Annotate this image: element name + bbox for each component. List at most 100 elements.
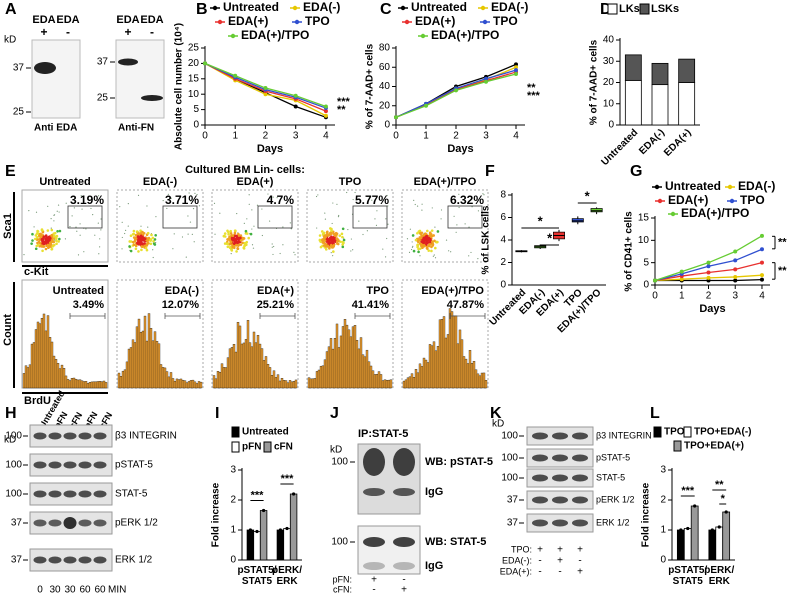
event-dot	[434, 246, 437, 250]
event-dot	[414, 238, 418, 242]
event-dot	[235, 234, 238, 238]
histogram-bar	[222, 367, 226, 389]
event-dot	[196, 194, 198, 196]
histogram-bar	[179, 378, 183, 389]
data-point	[706, 260, 711, 265]
event-dot	[322, 231, 326, 235]
histogram-bar	[480, 372, 484, 389]
histogram-bar	[408, 376, 412, 389]
histogram-bar	[424, 359, 428, 389]
histogram-bar	[307, 377, 311, 389]
label: EDA	[140, 14, 163, 26]
histogram-bar	[404, 379, 408, 389]
histogram-bar	[442, 316, 446, 389]
histogram-bar	[363, 356, 367, 389]
event-dot	[170, 197, 172, 199]
replicate-dot	[292, 492, 296, 496]
event-dot	[436, 230, 440, 233]
event-dot	[332, 255, 334, 257]
label: 100	[5, 431, 22, 442]
event-dot	[483, 194, 485, 196]
event-dot	[352, 249, 354, 251]
event-dot	[445, 239, 448, 241]
legend-label: TPO	[305, 14, 330, 28]
event-dot	[40, 237, 44, 241]
event-dot	[140, 248, 143, 252]
label: TPO:	[511, 544, 532, 554]
event-dot	[247, 236, 251, 240]
event-dot	[431, 207, 433, 209]
event-dot	[97, 222, 99, 224]
data-point	[454, 88, 458, 93]
replicate-dot	[278, 528, 282, 532]
histogram-bar	[232, 344, 236, 389]
event-dot	[64, 238, 67, 240]
event-dot	[413, 199, 415, 201]
y-tick-label: 6	[500, 212, 506, 223]
histogram-bar	[412, 377, 416, 389]
histogram-bar	[345, 324, 349, 389]
band	[572, 519, 588, 527]
event-dot	[144, 246, 148, 250]
event-dot	[249, 232, 253, 236]
histogram-bar	[402, 380, 406, 389]
event-dot	[47, 246, 50, 249]
event-dot	[213, 202, 216, 204]
x-tick-label: 0	[652, 291, 658, 302]
label: kD	[4, 35, 16, 46]
event-dot	[426, 229, 429, 233]
data-point	[706, 264, 711, 269]
event-dot	[192, 208, 195, 210]
data-point	[706, 270, 711, 275]
label: -	[402, 575, 405, 586]
histogram-bar	[484, 380, 488, 389]
histogram-bar	[464, 358, 468, 389]
event-dot	[139, 229, 142, 233]
event-dot	[58, 211, 60, 213]
event-dot	[433, 239, 436, 243]
event-dot	[52, 234, 56, 238]
bar-segment	[651, 62, 669, 86]
event-dot	[239, 243, 243, 246]
event-dot	[134, 247, 138, 251]
event-dot	[428, 231, 432, 235]
event-dot	[30, 242, 33, 245]
event-dot	[99, 238, 101, 240]
legend-marker	[230, 33, 236, 39]
label: Sca1	[2, 213, 14, 239]
label: -	[578, 556, 581, 567]
label: 47.87%	[447, 299, 485, 311]
event-dot	[134, 244, 138, 248]
event-dot	[235, 241, 239, 245]
label: IP:STAT-5	[358, 428, 408, 440]
histogram-bar	[104, 382, 108, 389]
label: ERK 1/2	[115, 555, 153, 566]
event-dot	[143, 237, 147, 241]
data-point	[263, 92, 268, 97]
event-dot	[425, 235, 429, 239]
histogram-bar	[367, 361, 371, 389]
label: WB: STAT-5	[425, 536, 486, 548]
histogram-bar	[476, 373, 480, 389]
label: 60	[79, 585, 91, 596]
y-tick-label: 60	[379, 62, 391, 73]
bar	[722, 511, 731, 561]
event-dot	[421, 209, 423, 211]
event-dot	[408, 251, 411, 253]
event-dot	[127, 203, 129, 205]
event-dot	[90, 207, 92, 210]
legend-swatch	[683, 426, 692, 438]
blot	[357, 525, 421, 575]
x-tick-label: 3	[293, 131, 299, 142]
event-dot	[100, 229, 102, 231]
histogram-bar	[131, 339, 135, 389]
data-point	[706, 275, 711, 280]
event-dot	[152, 249, 154, 251]
event-dot	[237, 234, 241, 238]
event-dot	[290, 228, 292, 230]
event-dot	[241, 238, 244, 241]
legend-marker	[670, 211, 676, 217]
replicate-dot	[255, 529, 259, 534]
legend-label: EDA(+)	[228, 14, 268, 28]
label: +	[371, 575, 377, 586]
